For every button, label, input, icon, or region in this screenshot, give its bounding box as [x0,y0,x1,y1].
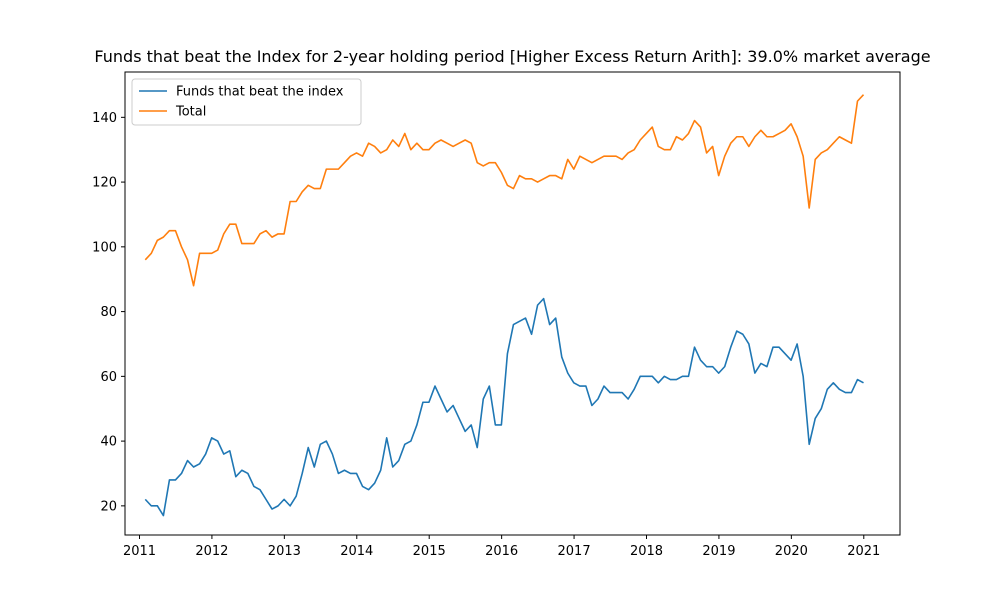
legend: Funds that beat the index Total [131,78,362,126]
y-tick-label: 120 [92,176,117,191]
series-line-0 [144,297,864,517]
x-tick-label: 2017 [558,544,591,559]
series-line-1 [144,94,865,287]
plot-area [144,94,865,517]
x-tick-label: 2011 [123,544,156,559]
legend-label: Total [175,105,206,120]
x-tick-label: 2013 [268,544,301,559]
x-tick-label: 2020 [775,544,808,559]
y-tick-label: 40 [100,435,117,450]
legend-label: Funds that beat the index [176,85,344,100]
y-tick-label: 60 [100,370,117,385]
plot-frame [124,71,901,536]
y-tick-label: 100 [92,240,117,255]
y-tick-label: 140 [92,111,117,126]
x-tick-label: 2018 [630,544,663,559]
legend-box [131,78,362,126]
y-tick-label: 80 [100,305,117,320]
chart-title: Funds that beat the Index for 2-year hol… [94,47,931,66]
x-tick-label: 2021 [847,544,880,559]
x-tick-label: 2016 [485,544,518,559]
axes: 2011 2012 2013 2014 2015 2016 2017 2018 2019 2020… [92,111,880,559]
x-tick-label: 2019 [702,544,735,559]
x-tick-label: 2014 [340,544,373,559]
x-tick-label: 2015 [413,544,446,559]
x-tick-label: 2012 [195,544,228,559]
y-tick-label: 20 [100,499,117,514]
